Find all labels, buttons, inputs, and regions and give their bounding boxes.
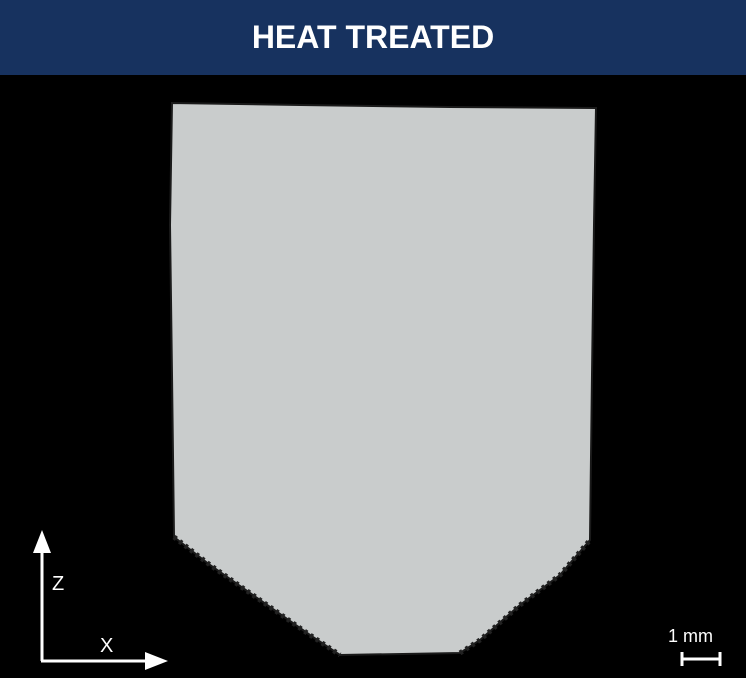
figure: HEAT TREATED Z X 1 mm [0,0,754,678]
z-label: Z [52,573,64,595]
specimen-section [170,103,596,655]
header-title: HEAT TREATED [0,0,746,75]
x-label: X [100,635,113,657]
micrograph: Z X 1 mm [0,75,746,678]
scale-bar-label: 1 mm [668,626,713,646]
